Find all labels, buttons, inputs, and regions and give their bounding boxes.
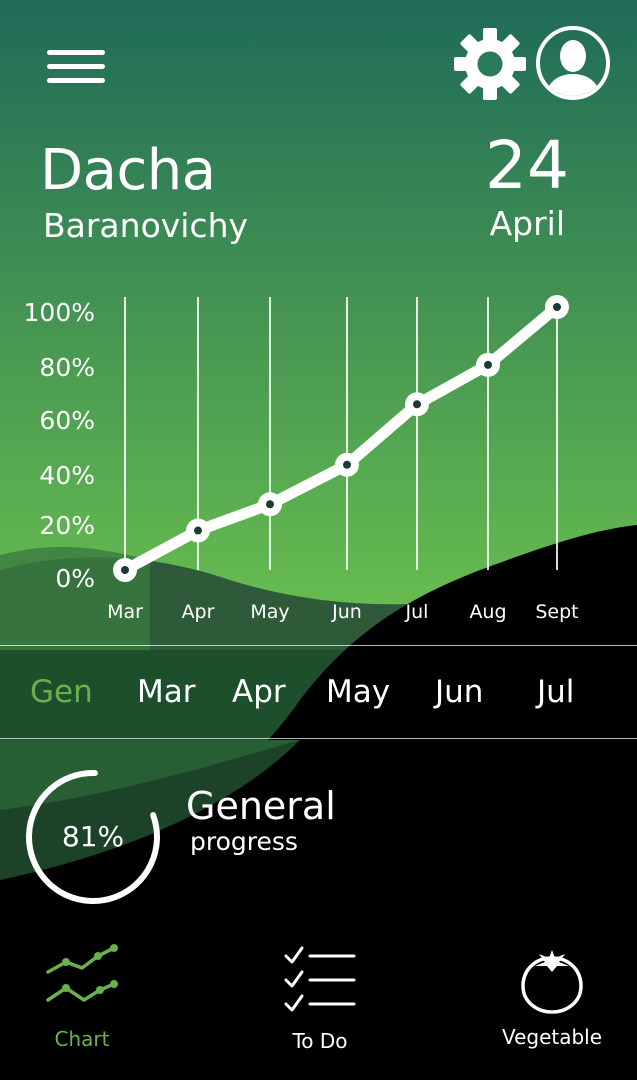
divider-top <box>0 645 637 646</box>
x-tick-label: Jul <box>405 601 429 623</box>
data-point-jun <box>335 452 359 477</box>
menu-button[interactable] <box>40 40 112 92</box>
tomato-icon <box>521 950 583 1014</box>
settings-button[interactable] <box>452 26 528 102</box>
nav-vegetable-label: Vegetable <box>501 1025 603 1049</box>
progress-ring: 81% <box>26 770 160 904</box>
place-subtitle: Baranovichy <box>43 206 249 245</box>
profile-button[interactable] <box>534 24 612 102</box>
y-tick-label: 60% <box>39 406 95 435</box>
y-tick-label: 100% <box>24 298 95 327</box>
y-tick-label: 20% <box>39 511 95 540</box>
x-tick-label: Aug <box>469 601 506 623</box>
progress-ring-arc <box>26 770 160 904</box>
tab-jul[interactable]: Jul <box>537 674 575 710</box>
x-tick-label: Mar <box>107 601 143 623</box>
data-point-mar <box>113 558 137 582</box>
divider-bottom <box>0 738 637 739</box>
tab-may[interactable]: May <box>326 674 391 710</box>
x-tick-label: Apr <box>182 601 215 623</box>
progress-subtitle: progress <box>190 827 298 856</box>
hamburger-icon <box>47 50 105 55</box>
y-tick-label: 40% <box>39 461 95 490</box>
x-tick-label: Sept <box>535 601 578 623</box>
y-tick-label: 80% <box>39 353 95 382</box>
gear-icon <box>454 28 526 100</box>
nav-todo[interactable]: To Do <box>266 944 374 1064</box>
place-title: Dacha <box>40 138 216 203</box>
nav-vegetable[interactable]: Vegetable <box>490 944 614 1064</box>
data-point-aug <box>476 352 500 377</box>
progress-title: General <box>186 784 336 828</box>
data-point-may <box>258 492 282 517</box>
user-avatar-icon <box>536 26 610 100</box>
y-tick-label: 0% <box>55 564 95 593</box>
chart-icon <box>46 944 118 1002</box>
nav-chart-label: Chart <box>54 1027 110 1051</box>
tab-gen[interactable]: Gen <box>30 674 93 710</box>
nav-todo-label: To Do <box>292 1029 348 1053</box>
tab-mar[interactable]: Mar <box>137 674 196 710</box>
date-day: 24 <box>485 127 569 204</box>
x-tick-label: Jun <box>331 601 362 623</box>
data-point-sept <box>545 295 569 319</box>
month-tabs: Gen Mar Apr May Jun Jul <box>0 660 637 724</box>
progress-line-chart: 100% 80% 60% 40% 20% 0% Mar Apr May Jun Jul Aug Sep… <box>24 295 579 623</box>
checklist-icon <box>284 946 356 1012</box>
nav-chart[interactable]: Chart <box>30 944 134 1064</box>
progress-value: 81% <box>62 820 124 853</box>
data-point-apr <box>186 518 210 543</box>
data-point-jul <box>405 392 429 417</box>
x-tick-label: May <box>250 601 289 623</box>
tab-apr[interactable]: Apr <box>232 674 286 710</box>
tab-jun[interactable]: Jun <box>435 674 484 710</box>
date-month: April <box>489 204 565 243</box>
